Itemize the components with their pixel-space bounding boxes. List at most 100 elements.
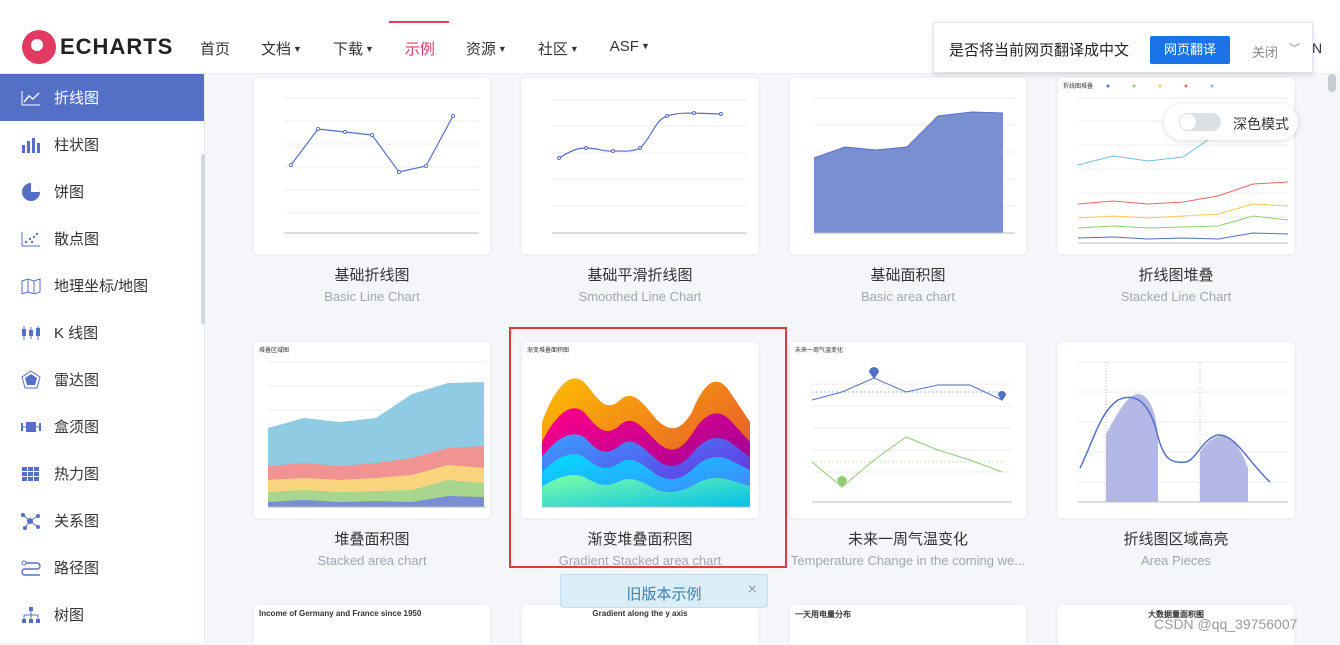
nav-label: 示例 (404, 41, 435, 58)
sidebar-item-label: 雷达图 (54, 372, 100, 389)
sidebar-item-label: 树图 (54, 607, 85, 624)
card-title: 折线图区域高亮 (1123, 531, 1229, 548)
nav-item-6[interactable]: ASF ▼ (610, 38, 650, 59)
sidebar-item-10[interactable]: 路径图 (0, 544, 204, 591)
example-card-row3-2[interactable]: Gradient along the y axis (522, 605, 758, 645)
sidebar-item-label: 路径图 (54, 560, 100, 577)
sidebar-item-11[interactable]: 树图 (0, 591, 204, 638)
sidebar-item-label: 盒须图 (54, 419, 100, 436)
row3-thumbnail[interactable]: 大数据量面积图 (1058, 605, 1294, 645)
nav-item-2[interactable]: 下载 ▼ (333, 38, 374, 59)
translate-question: 是否将当前网页翻译成中文 (949, 42, 1130, 59)
row3-thumbnail[interactable]: 一天用电量分布 (790, 605, 1026, 645)
sidebar-item-6[interactable]: 雷达图 (0, 356, 204, 403)
card-subtitle: Basic area chart (861, 289, 955, 304)
watermark: CSDN @qq_39756007 (1154, 616, 1298, 632)
caret-down-icon: ▼ (497, 44, 507, 54)
dark-mode-toggle[interactable]: 深色模式 (1164, 104, 1298, 140)
chart-type-sidebar: 折线图柱状图饼图散点图地理坐标/地图 K 线图雷达图盒须图热力图关系图路径图树图 (0, 74, 205, 642)
translate-prompt: 是否将当前网页翻译成中文 网页翻译 关闭 ﹀ (933, 22, 1313, 73)
sidebar-item-5[interactable]: K 线图 (0, 309, 204, 356)
card-subtitle: Gradient Stacked area chart (558, 553, 722, 568)
example-card-stacked-area[interactable]: 堆叠区域图 堆叠面积图 Stacked area chart (254, 342, 490, 568)
caret-down-icon: ▼ (293, 44, 302, 54)
page-scrollbar[interactable] (1328, 74, 1336, 92)
area-pieces-thumbnail[interactable] (1058, 342, 1294, 518)
sidebar-item-4[interactable]: 地理坐标/地图 (0, 262, 204, 309)
bar-chart-icon (20, 135, 42, 155)
stacked-area-thumbnail[interactable]: 堆叠区域图 (254, 342, 490, 518)
toggle-switch[interactable] (1179, 113, 1221, 131)
sidebar-item-3[interactable]: 散点图 (0, 215, 204, 262)
caret-down-icon: ▼ (569, 44, 579, 54)
nav-item-0[interactable]: 首页 (200, 38, 230, 59)
example-card-row3-3[interactable]: 一天用电量分布 (790, 605, 1026, 645)
thumb-title: 大数据量面积图 (1148, 610, 1204, 619)
translate-close-button[interactable]: 关闭 (1252, 45, 1279, 60)
line-chart-icon (20, 88, 42, 108)
lines-icon (20, 558, 42, 578)
nav-item-5[interactable]: 社区 ▼ (538, 38, 579, 59)
sidebar-item-label: 柱状图 (54, 137, 100, 154)
sidebar-item-7[interactable]: 盒须图 (0, 403, 204, 450)
card-title: 基础平滑折线图 (587, 267, 693, 284)
nav-item-4[interactable]: 资源 ▼ (466, 38, 507, 59)
sidebar-item-2[interactable]: 饼图 (0, 168, 204, 215)
example-card-row3-4[interactable]: 大数据量面积图 (1058, 605, 1294, 645)
thumb-title: Income of Germany and France since 1950 (259, 609, 422, 618)
caret-down-icon: ▼ (364, 44, 374, 54)
example-card-smoothed-line[interactable]: 基础平滑折线图 Smoothed Line Chart (522, 78, 758, 304)
thumb-title: Gradient along the y axis (592, 609, 688, 618)
thumb-title: 堆叠区域图 (259, 346, 289, 354)
map-icon (20, 276, 42, 296)
temperature-change-thumbnail[interactable]: 未来一周气温变化 (790, 342, 1026, 518)
caret-down-icon: ▼ (640, 41, 650, 51)
card-subtitle: Stacked Line Chart (1120, 289, 1232, 304)
sidebar-item-label: K 线图 (54, 325, 99, 342)
sidebar-item-9[interactable]: 关系图 (0, 497, 204, 544)
translate-page-button[interactable]: 网页翻译 (1150, 36, 1230, 64)
example-card-basic-line[interactable]: 基础折线图 Basic Line Chart (254, 78, 490, 304)
example-card-gradient-stacked-area[interactable]: 渐变堆叠面积图 渐变堆叠面积图 Gradient Stacked area ch… (522, 342, 758, 568)
example-card-temperature-change[interactable]: 未来一周气温变化 未来一周气温变化 Temperature Change in … (790, 342, 1026, 568)
sidebar-item-1[interactable]: 柱状图 (0, 121, 204, 168)
example-card-basic-area[interactable]: 基础面积图 Basic area chart (790, 78, 1026, 304)
examples-grid: 基础折线图 Basic Line Chart 基础平滑折线图 Smoothed … (205, 74, 1340, 645)
sidebar-item-0[interactable]: 折线图 (0, 74, 204, 121)
row3-thumbnail[interactable]: Gradient along the y axis (522, 605, 758, 645)
card-subtitle: Smoothed Line Chart (578, 289, 702, 304)
row3-thumbnail[interactable]: Income of Germany and France since 1950 (254, 605, 490, 645)
nav-label: ASF (609, 38, 639, 55)
nav-item-3[interactable]: 示例 (388, 21, 449, 59)
nav-truncated-item[interactable]: N (1312, 40, 1323, 56)
basic-line-thumbnail[interactable] (254, 78, 490, 254)
sidebar-item-label: 关系图 (54, 513, 100, 530)
candlestick-icon (20, 323, 42, 343)
heatmap-icon (20, 464, 42, 484)
echarts-logo[interactable]: ECHARTS (22, 30, 173, 64)
gradient-stacked-area-thumbnail[interactable]: 渐变堆叠面积图 (522, 342, 758, 518)
sidebar-item-label: 散点图 (54, 231, 100, 248)
scatter-chart-icon (20, 229, 42, 249)
sidebar-item-label: 地理坐标/地图 (54, 278, 149, 295)
close-icon[interactable]: × (747, 581, 757, 598)
basic-area-thumbnail[interactable] (790, 78, 1026, 254)
pie-chart-icon (20, 182, 42, 202)
thumb-title: 折线图堆叠 (1063, 82, 1093, 90)
card-title: 折线图堆叠 (1138, 267, 1214, 284)
nav-item-1[interactable]: 文档 ▼ (261, 38, 302, 59)
card-title: 基础折线图 (334, 267, 410, 284)
sidebar-scrollbar[interactable] (201, 154, 205, 324)
nav-label: 下载 (332, 41, 363, 58)
sidebar-item-8[interactable]: 热力图 (0, 450, 204, 497)
example-card-area-pieces[interactable]: 折线图区域高亮 Area Pieces (1058, 342, 1294, 568)
smoothed-line-thumbnail[interactable] (522, 78, 758, 254)
sidebar-item-label: 热力图 (54, 466, 100, 483)
nav-label: 资源 (465, 41, 496, 58)
main-nav: 首页 文档 ▼ 下载 ▼ 示例 资源 ▼ 社区 ▼ ASF ▼ (200, 21, 681, 59)
old-version-link[interactable]: 旧版本示例 (626, 586, 702, 603)
chevron-down-icon[interactable]: ﹀ (1289, 43, 1300, 55)
example-card-row3-1[interactable]: Income of Germany and France since 1950 (254, 605, 490, 645)
old-version-banner[interactable]: 旧版本示例 × (560, 574, 768, 608)
tree-icon (20, 605, 42, 625)
